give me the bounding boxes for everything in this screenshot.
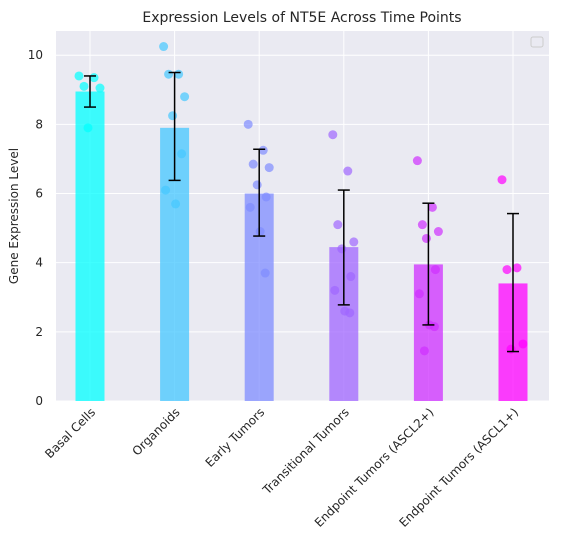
y-tick-label: 2: [35, 325, 43, 339]
data-point: [161, 185, 171, 195]
data-point: [417, 220, 427, 230]
x-tick-label: Early Tumors: [203, 405, 268, 470]
data-point: [345, 308, 355, 318]
bars: [75, 91, 528, 402]
y-tick-label: 6: [35, 187, 43, 201]
data-point: [164, 69, 174, 79]
data-point: [433, 227, 443, 237]
data-point: [159, 42, 169, 52]
bar: [75, 91, 105, 402]
x-tick-label: Organoids: [129, 405, 182, 458]
data-point: [414, 289, 424, 299]
x-tick-label: Basal Cells: [42, 405, 98, 461]
data-point: [430, 265, 440, 275]
data-point: [79, 81, 89, 91]
data-point: [419, 346, 429, 356]
data-point: [243, 119, 253, 129]
data-point: [261, 192, 271, 202]
data-point: [74, 71, 84, 81]
data-point: [427, 202, 437, 212]
data-point: [337, 244, 347, 254]
data-point: [248, 159, 258, 169]
data-point: [171, 199, 181, 209]
data-point: [252, 180, 262, 190]
data-point: [502, 265, 512, 275]
data-point: [346, 272, 356, 282]
y-tick-label: 0: [35, 394, 43, 408]
data-point: [518, 339, 528, 349]
data-point: [497, 175, 507, 185]
y-tick-label: 10: [28, 48, 43, 62]
data-point: [421, 233, 431, 243]
y-tick-label: 8: [35, 117, 43, 131]
data-point: [429, 322, 439, 332]
data-point: [180, 92, 190, 102]
plot-background: [56, 31, 549, 401]
data-point: [343, 166, 353, 176]
data-point: [245, 202, 255, 212]
data-point: [328, 130, 338, 140]
data-point: [412, 156, 422, 166]
x-tick-label: Transitional Tumors: [259, 405, 352, 498]
data-point: [349, 237, 359, 247]
data-point: [258, 145, 268, 155]
data-point: [168, 111, 178, 121]
chart-title: Expression Levels of NT5E Across Time Po…: [142, 10, 461, 26]
data-point: [264, 163, 274, 173]
data-point: [83, 123, 93, 133]
data-point: [177, 149, 187, 159]
legend-box: [530, 36, 544, 48]
data-point: [333, 220, 343, 230]
y-tick-labels: 0 2 4 6 8 10: [28, 48, 43, 408]
data-point: [95, 83, 105, 93]
data-point: [89, 73, 99, 83]
data-point: [512, 263, 522, 273]
x-tick-labels: Basal Cells Organoids Early TumorsTransiti…: [42, 405, 521, 530]
data-point: [255, 227, 265, 237]
data-point: [260, 268, 270, 278]
data-point: [174, 69, 184, 79]
data-point: [330, 285, 340, 295]
error-bars: [84, 71, 519, 353]
y-axis-label: Gene Expression Level: [7, 148, 21, 284]
y-tick-label: 4: [35, 256, 43, 270]
data-points: [74, 42, 528, 356]
